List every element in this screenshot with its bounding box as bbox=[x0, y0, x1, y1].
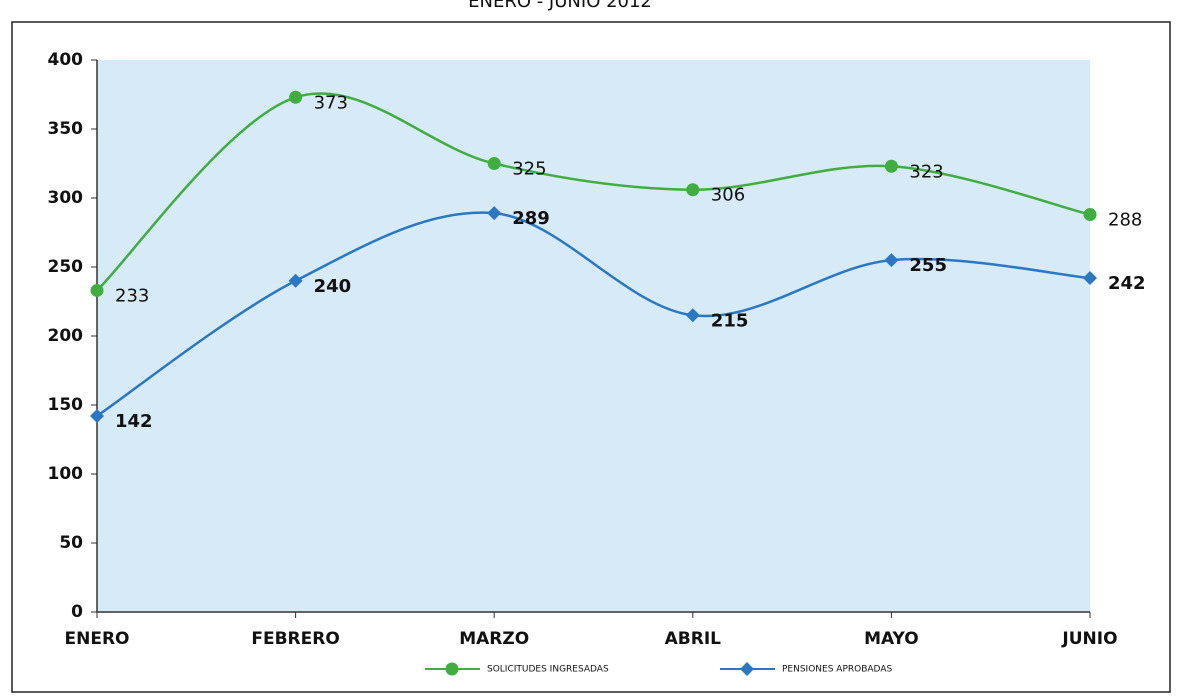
data-point bbox=[685, 308, 700, 323]
data-point bbox=[90, 409, 104, 424]
chart-title: ENERO - JUNIO 2012 bbox=[468, 0, 652, 12]
data-label: 306 bbox=[711, 185, 745, 206]
x-tick-label: MAYO bbox=[864, 629, 919, 649]
x-tick-label: ABRIL bbox=[665, 629, 722, 649]
series-line bbox=[96, 211, 1091, 418]
data-point bbox=[1083, 208, 1097, 222]
data-point bbox=[884, 253, 899, 268]
data-label: 325 bbox=[512, 159, 546, 180]
data-label: 242 bbox=[1108, 273, 1146, 294]
data-label: 289 bbox=[512, 208, 550, 229]
data-point bbox=[686, 183, 700, 197]
data-label: 288 bbox=[1108, 210, 1142, 231]
x-tick-label: JUNIO bbox=[1061, 629, 1117, 649]
y-tick-label: 200 bbox=[48, 326, 84, 346]
data-label: 255 bbox=[909, 255, 947, 276]
y-tick-label: 100 bbox=[48, 464, 84, 484]
data-label: 142 bbox=[115, 411, 153, 432]
data-point bbox=[487, 157, 501, 170]
data-label: 240 bbox=[314, 276, 352, 297]
y-tick-label: 400 bbox=[48, 50, 84, 70]
legend-label: PENSIONES APROBADAS bbox=[782, 665, 892, 675]
data-point bbox=[288, 273, 303, 288]
data-point bbox=[884, 159, 898, 173]
data-label: 215 bbox=[711, 310, 749, 331]
x-tick-label: ENERO bbox=[65, 629, 130, 649]
data-point bbox=[90, 283, 104, 297]
data-label: 373 bbox=[314, 92, 348, 113]
x-tick-label: FEBRERO bbox=[251, 629, 339, 649]
data-point bbox=[289, 90, 303, 104]
y-tick-label: 0 bbox=[71, 602, 83, 622]
data-label: 233 bbox=[115, 285, 149, 306]
y-tick-label: 50 bbox=[59, 533, 83, 553]
legend-marker bbox=[740, 662, 754, 676]
y-tick-label: 150 bbox=[48, 395, 84, 415]
legend-marker bbox=[445, 662, 459, 676]
data-label: 323 bbox=[909, 161, 943, 182]
data-point bbox=[487, 206, 502, 221]
plot-background bbox=[97, 60, 1090, 612]
data-point bbox=[1083, 271, 1097, 286]
y-tick-label: 300 bbox=[48, 188, 84, 208]
x-tick-label: MARZO bbox=[459, 629, 529, 649]
y-tick-label: 350 bbox=[48, 119, 84, 139]
y-tick-label: 250 bbox=[48, 257, 84, 277]
legend-label: SOLICITUDES INGRESADAS bbox=[487, 665, 609, 675]
series-line bbox=[96, 92, 1091, 292]
